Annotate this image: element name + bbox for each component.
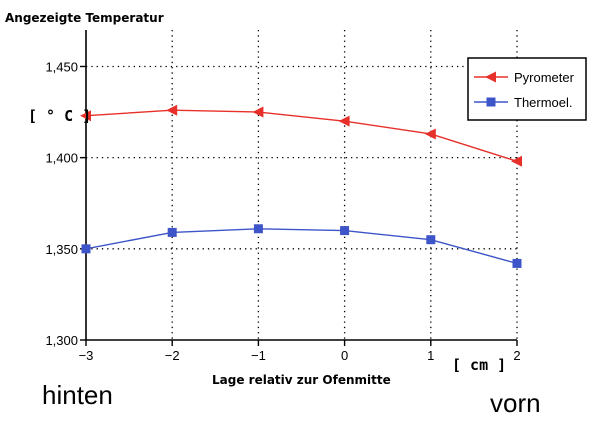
label-hinten: hinten (42, 380, 113, 410)
data-point (426, 235, 436, 245)
data-series (80, 104, 522, 268)
y-tick-label: 1,350 (45, 242, 78, 257)
x-tick-label: 1 (427, 348, 434, 363)
x-tick-label: −3 (79, 348, 94, 363)
x-tick-label: −2 (165, 348, 180, 363)
legend-label: Pyrometer (514, 70, 575, 85)
series-line (85, 109, 518, 162)
legend: Pyrometer Thermoel. (467, 57, 587, 121)
grid-lines (86, 30, 518, 340)
axes (80, 30, 518, 346)
data-point (81, 244, 91, 254)
data-point (253, 224, 263, 234)
data-point (252, 106, 264, 118)
label-vorn: vorn (490, 388, 541, 418)
x-tick-label: −1 (251, 348, 266, 363)
data-point (512, 258, 522, 268)
chart-title: Angezeigte Temperatur (5, 11, 164, 25)
series-line (85, 228, 518, 265)
y-tick-label: 1,300 (45, 333, 78, 348)
x-axis-unit: [ cm ] (452, 356, 506, 374)
legend-label: Thermoel. (514, 95, 573, 110)
data-point (511, 155, 522, 167)
data-point (340, 226, 350, 236)
x-axis-label: Lage relativ zur Ofenmitte (212, 373, 391, 387)
x-tick-label: 0 (341, 348, 348, 363)
tick-labels: 1,300 1,350 1,400 1,450 −3 −2 −1 0 1 2 (45, 59, 520, 363)
data-point (424, 128, 436, 140)
y-axis-unit: [ ° C ] (28, 107, 91, 125)
y-tick-label: 1,400 (45, 151, 78, 166)
legend-items: Pyrometer Thermoel. (474, 70, 575, 110)
data-point (338, 115, 350, 127)
legend-marker (486, 97, 496, 107)
y-tick-label: 1,450 (45, 59, 78, 74)
data-point (166, 104, 178, 116)
data-point (167, 227, 177, 237)
legend-marker (485, 71, 496, 83)
data-point (80, 110, 91, 122)
x-tick-label: 2 (513, 348, 520, 363)
legend-box (467, 57, 587, 121)
